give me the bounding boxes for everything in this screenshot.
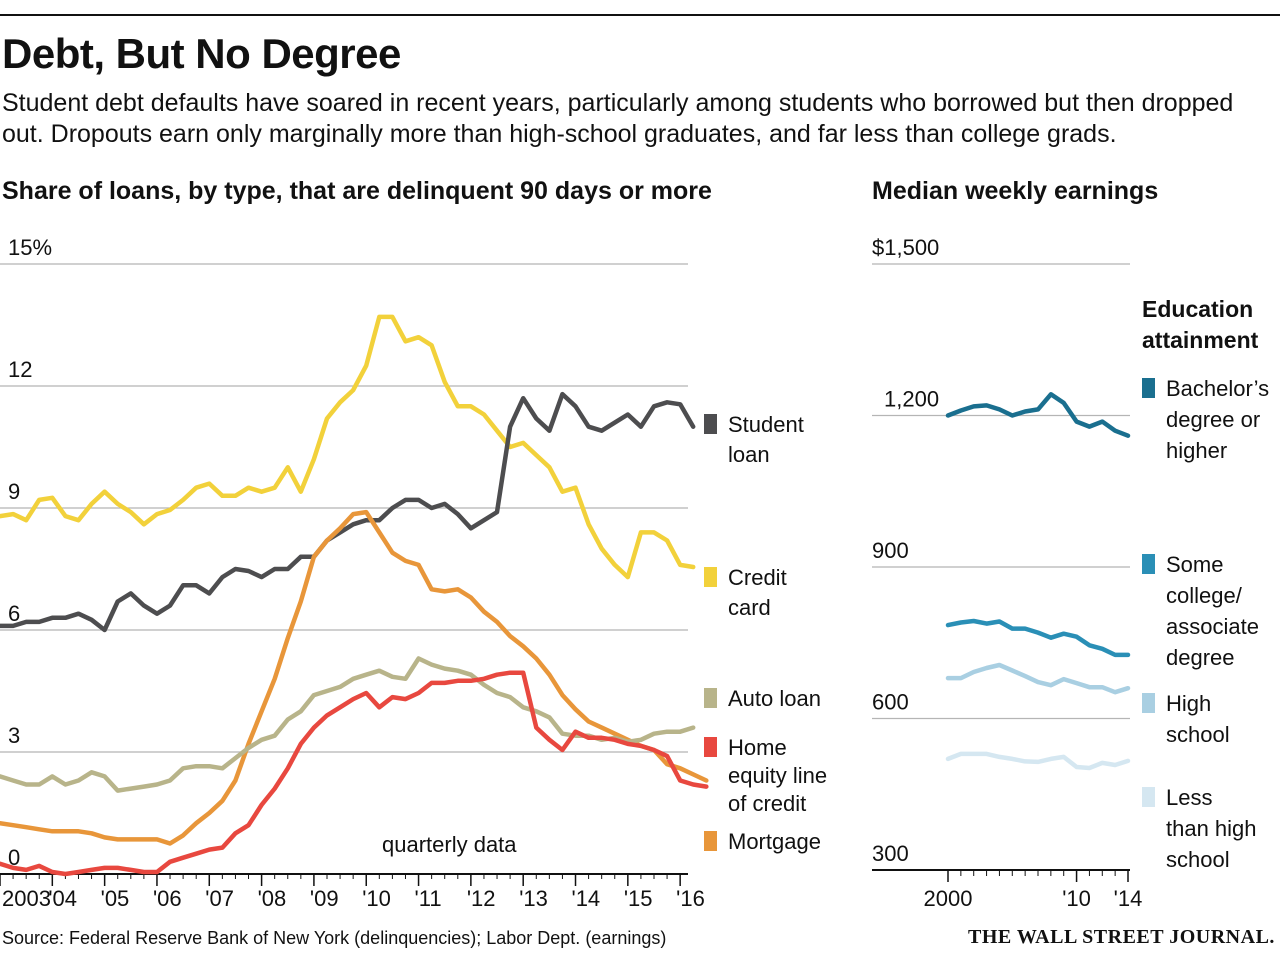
series-line-auto-loan — [0, 656, 696, 793]
series-line-home-equity-line-of-credit — [0, 670, 709, 877]
page-title: Debt, But No Degree — [2, 30, 401, 77]
right-y-tick-label: 300 — [872, 841, 909, 866]
left-x-tick-label: '04 — [48, 886, 77, 911]
legend-label-mortgage: Mortgage — [728, 829, 821, 854]
legend-swatch-mortgage — [704, 831, 717, 851]
legend-label-less-than-high-school: than high — [1166, 816, 1257, 841]
legend-label-student-loan: Student — [728, 412, 804, 437]
left-x-tick-label: '14 — [572, 886, 601, 911]
right-x-tick-label: '14 — [1114, 886, 1143, 911]
right-y-tick-label: 900 — [872, 538, 909, 563]
left-y-tick-label: 0 — [8, 845, 20, 870]
right-y-tick-label: 1,200 — [884, 387, 939, 412]
series-line-credit-card — [0, 314, 696, 580]
left-x-tick-label: '06 — [153, 886, 182, 911]
legend-label-some-college-associate-degree: associate — [1166, 614, 1259, 639]
legend-swatch-auto-loan — [704, 688, 717, 708]
legend-swatch-home-equity-line-of-credit — [704, 737, 717, 757]
legend-label-credit-card: card — [728, 595, 771, 620]
legend-label-bachelor-s-degree-or-higher: higher — [1166, 438, 1227, 463]
legend-label-some-college-associate-degree: Some — [1166, 552, 1223, 577]
left-x-tick-label: '12 — [467, 886, 496, 911]
legend-label-home-equity-line-of-credit: equity line — [728, 763, 827, 788]
legend-label-home-equity-line-of-credit: of credit — [728, 791, 806, 816]
top-rule — [0, 14, 1280, 16]
legend-swatch-bachelor-s-degree-or-higher — [1142, 378, 1155, 398]
left-x-tick-label: '10 — [362, 886, 391, 911]
earnings-line-high-school — [945, 662, 1131, 695]
right-x-tick-label: 2000 — [924, 886, 973, 911]
legend-label-bachelor-s-degree-or-higher: degree or — [1166, 407, 1260, 432]
left-x-tick-label: '07 — [205, 886, 234, 911]
legend-label-student-loan: loan — [728, 442, 770, 467]
left-x-tick-label: '13 — [519, 886, 548, 911]
left-y-tick-label: 15% — [8, 235, 52, 260]
left-x-tick-label: '05 — [101, 886, 130, 911]
left-chart-title: Share of loans, by type, that are delinq… — [2, 177, 712, 205]
right-chart-title: Median weekly earnings — [872, 177, 1159, 205]
legend-label-less-than-high-school: Less — [1166, 785, 1212, 810]
right-x-tick-label: '10 — [1062, 886, 1091, 911]
left-y-tick-label: 6 — [8, 601, 20, 626]
legend-swatch-less-than-high-school — [1142, 787, 1155, 807]
legend-swatch-high-school — [1142, 693, 1155, 713]
legend-label-less-than-high-school: school — [1166, 847, 1230, 872]
left-y-tick-label: 9 — [8, 479, 20, 504]
legend-label-auto-loan: Auto loan — [728, 686, 821, 711]
left-x-tick-label: '15 — [624, 886, 653, 911]
left-x-tick-label: '08 — [258, 886, 287, 911]
legend-label-credit-card: Credit — [728, 565, 787, 590]
legend-label-some-college-associate-degree: degree — [1166, 645, 1235, 670]
legend-swatch-some-college-associate-degree — [1142, 554, 1155, 574]
earnings-line-bachelor-s-degree-or-higher — [945, 392, 1131, 438]
earnings-line-some-college-associate-degree — [945, 618, 1131, 658]
earnings-line-less-than-high-school — [945, 751, 1131, 771]
series-line-student-loan — [0, 391, 696, 633]
wsj-masthead: THE WALL STREET JOURNAL. — [968, 926, 1275, 948]
legend-label-bachelor-s-degree-or-higher: Bachelor’s — [1166, 376, 1269, 401]
legend-label-home-equity-line-of-credit: Home — [728, 735, 787, 760]
right-legend-title: Education attainment — [1142, 296, 1259, 353]
legend-swatch-student-loan — [704, 414, 717, 434]
left-x-tick-label: '09 — [310, 886, 339, 911]
legend-label-some-college-associate-degree: college/ — [1166, 583, 1243, 608]
right-y-tick-label: $1,500 — [872, 235, 939, 260]
left-x-tick-label: '16 — [676, 886, 705, 911]
page-subtitle: Student debt defaults have soared in rec… — [2, 89, 1234, 148]
left-y-tick-label: 3 — [8, 723, 20, 748]
left-x-tick-label: '11 — [415, 886, 442, 911]
quarterly-data-annotation: quarterly data — [382, 832, 517, 857]
legend-label-high-school: High — [1166, 691, 1211, 716]
right-y-tick-label: 600 — [872, 690, 909, 715]
legend-swatch-credit-card — [704, 567, 717, 587]
legend-label-high-school: school — [1166, 722, 1230, 747]
left-x-tick-label: 2003 — [2, 886, 51, 911]
series-line-mortgage — [0, 509, 709, 846]
left-y-tick-label: 12 — [8, 357, 32, 382]
source-note: Source: Federal Reserve Bank of New York… — [2, 928, 667, 948]
